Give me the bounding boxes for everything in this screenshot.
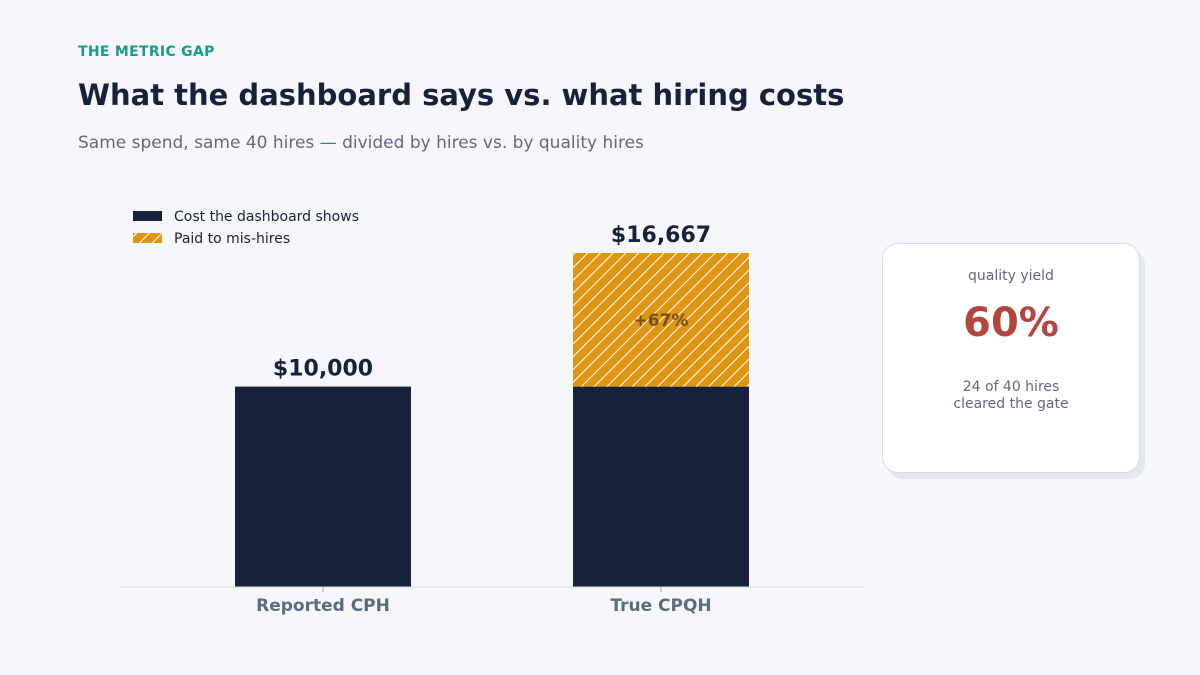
- card-value: 60%: [963, 300, 1059, 346]
- bar-2-segment-2: [573, 253, 749, 387]
- bar-2-segment-1: [573, 386, 749, 587]
- bar-1-segment-1: [235, 386, 411, 587]
- x-tick-label-2: True CPQH: [610, 596, 711, 616]
- segment-annotation: +67%: [634, 311, 689, 331]
- card-label: quality yield: [968, 268, 1054, 284]
- card-note-line-2: cleared the gate: [953, 396, 1069, 412]
- x-axis: Reported CPH True CPQH: [256, 587, 712, 616]
- card-note-line-1: 24 of 40 hires: [962, 379, 1060, 395]
- page-title: What the dashboard says vs. what hiring …: [78, 78, 845, 112]
- kicker: THE METRIC GAP: [78, 44, 215, 60]
- x-tick-label-1: Reported CPH: [256, 596, 390, 616]
- bar-total-label-1: $10,000: [273, 357, 373, 382]
- legend-swatch-1: [133, 211, 162, 221]
- legend-swatch-2: [133, 233, 162, 243]
- legend-label-2: Paid to mis-hires: [174, 231, 290, 247]
- legend: Cost the dashboard shows Paid to mis-hire…: [133, 209, 359, 247]
- page-subtitle: Same spend, same 40 hires — divided by h…: [78, 133, 644, 153]
- card-note: 24 of 40 hires cleared the gate: [903, 379, 1119, 413]
- legend-label-1: Cost the dashboard shows: [174, 209, 359, 225]
- bar-total-label-2: $16,667: [611, 223, 711, 248]
- quality-yield-card: quality yield 60% 24 of 40 hires cleared…: [882, 243, 1140, 473]
- bars: $10,000 +67% $16,667: [235, 223, 749, 587]
